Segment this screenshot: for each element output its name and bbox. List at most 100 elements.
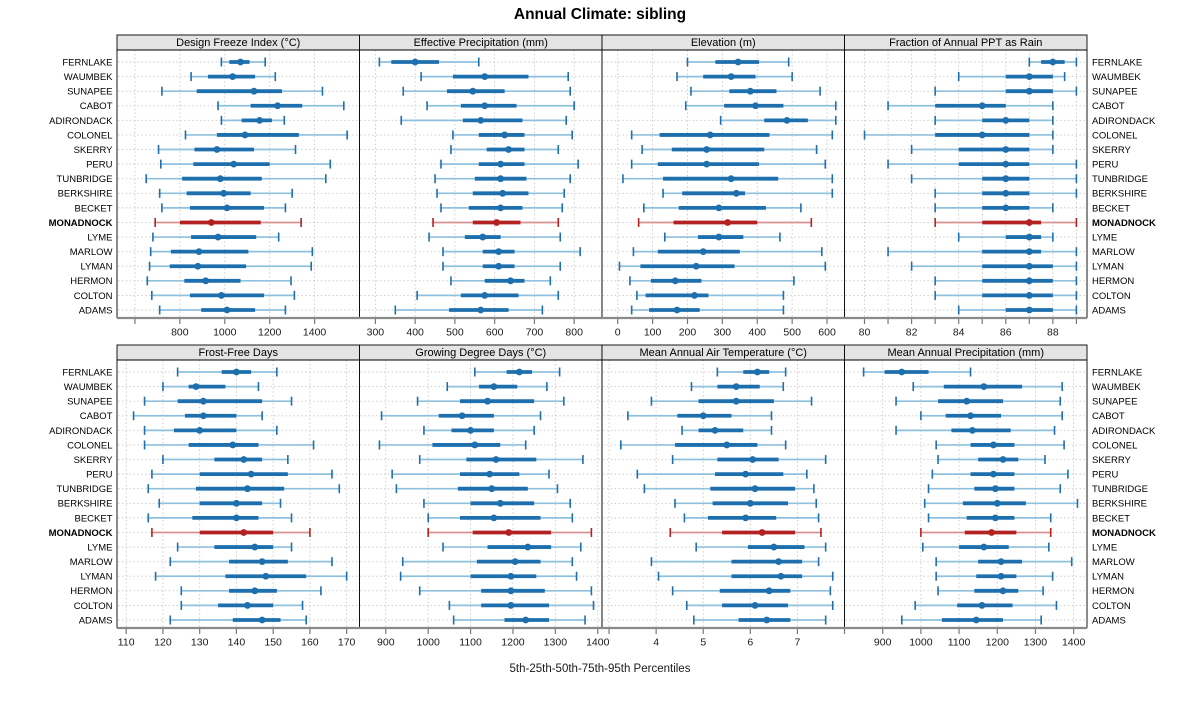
row-label-left: HERMON bbox=[70, 586, 112, 597]
axis-tick-label: 1100 bbox=[459, 637, 482, 649]
median-dot bbox=[505, 146, 512, 153]
median-dot bbox=[732, 397, 740, 405]
row-label-right: FERNLAKE bbox=[1092, 57, 1142, 68]
median-dot bbox=[732, 189, 740, 197]
row-label-left: SKERRY bbox=[74, 455, 114, 466]
row-label-right: WAUMBEK bbox=[1092, 382, 1141, 393]
row-label-right: BECKET bbox=[1092, 203, 1130, 214]
median-dot bbox=[471, 441, 479, 449]
row-label-right: LYMAN bbox=[1092, 572, 1124, 583]
median-dot bbox=[703, 160, 711, 168]
median-dot bbox=[207, 219, 215, 226]
axis-tick-label: 80 bbox=[859, 327, 871, 339]
median-dot bbox=[244, 485, 251, 493]
row-label-right: ADAMS bbox=[1092, 615, 1126, 626]
median-dot bbox=[715, 204, 723, 212]
median-dot bbox=[732, 383, 740, 390]
median-dot bbox=[1002, 160, 1010, 168]
row-label-left: ADAMS bbox=[79, 615, 113, 626]
row-label-right: SKERRY bbox=[1092, 455, 1132, 466]
axis-tick-label: 700 bbox=[526, 327, 544, 339]
axis-tick-label: 400 bbox=[406, 327, 424, 339]
median-dot bbox=[458, 412, 466, 420]
median-dot bbox=[213, 146, 221, 153]
panel-bg bbox=[844, 50, 1087, 318]
median-dot bbox=[980, 383, 988, 390]
row-label-right: COLONEL bbox=[1092, 130, 1137, 141]
median-dot bbox=[507, 602, 515, 609]
median-dot bbox=[223, 204, 231, 212]
row-label-right: TUNBRIDGE bbox=[1092, 484, 1148, 495]
panel-bg bbox=[359, 360, 602, 628]
median-dot bbox=[980, 543, 988, 551]
axis-tick-label: 1400 bbox=[303, 327, 327, 339]
median-dot bbox=[969, 426, 976, 434]
row-label-right: MONADNOCK bbox=[1092, 218, 1156, 229]
median-dot bbox=[746, 87, 754, 95]
row-label-right: ADIRONDACK bbox=[1092, 426, 1156, 437]
median-dot bbox=[499, 189, 507, 197]
row-label-right: TUNBRIDGE bbox=[1092, 174, 1148, 185]
median-dot bbox=[250, 87, 258, 95]
median-dot bbox=[214, 233, 222, 241]
median-dot bbox=[199, 412, 207, 420]
axis-tick-label: 600 bbox=[818, 327, 836, 339]
median-dot bbox=[256, 116, 263, 124]
panel-strip-title: Mean Annual Precipitation (mm) bbox=[887, 347, 1044, 359]
row-label-left: LYMAN bbox=[80, 262, 112, 273]
axis-tick-label: 1200 bbox=[258, 327, 282, 339]
median-dot bbox=[765, 587, 773, 595]
median-dot bbox=[751, 602, 759, 609]
median-dot bbox=[481, 73, 489, 80]
row-label-left: WAUMBEK bbox=[64, 72, 113, 83]
row-label-left: ADIRONDACK bbox=[49, 426, 113, 437]
median-dot bbox=[507, 572, 515, 580]
median-dot bbox=[758, 529, 766, 536]
panel-bg bbox=[602, 50, 845, 318]
median-dot bbox=[990, 441, 997, 449]
row-label-right: MONADNOCK bbox=[1092, 528, 1156, 539]
axis-tick-label: 1200 bbox=[501, 637, 525, 649]
row-label-right: BERKSHIRE bbox=[1092, 499, 1147, 510]
panel-bg bbox=[117, 360, 360, 628]
panel-bg bbox=[602, 360, 845, 628]
axis-tick-label: 120 bbox=[154, 637, 172, 649]
median-dot bbox=[1025, 292, 1033, 299]
median-dot bbox=[233, 368, 240, 376]
median-dot bbox=[777, 572, 785, 580]
median-dot bbox=[247, 470, 255, 478]
row-label-right: CABOT bbox=[1092, 101, 1125, 112]
median-dot bbox=[469, 87, 477, 95]
median-dot bbox=[749, 456, 757, 463]
row-label-right: MARLOW bbox=[1092, 557, 1135, 568]
panel-strip-title: Design Freeze Index (°C) bbox=[176, 37, 300, 49]
median-dot bbox=[1025, 219, 1033, 226]
median-dot bbox=[1025, 248, 1033, 256]
median-dot bbox=[511, 558, 519, 566]
percentiles-caption: 5th-25th-50th-75th-95th Percentiles bbox=[509, 663, 691, 675]
axis-tick-label: 1400 bbox=[1062, 637, 1086, 649]
median-dot bbox=[241, 131, 249, 139]
row-label-left: SKERRY bbox=[74, 145, 114, 156]
row-label-left: WAUMBEK bbox=[64, 382, 113, 393]
median-dot bbox=[411, 58, 419, 66]
median-dot bbox=[963, 397, 971, 405]
row-label-left: MARLOW bbox=[70, 247, 113, 258]
panel-strip-title: Effective Precipitation (mm) bbox=[414, 37, 548, 49]
axis-tick-label: 1000 bbox=[213, 327, 237, 339]
axis-tick-label: 500 bbox=[446, 327, 464, 339]
median-dot bbox=[262, 572, 270, 580]
row-label-right: HERMON bbox=[1092, 586, 1134, 597]
row-label-right: WAUMBEK bbox=[1092, 72, 1141, 83]
row-label-right: SUNAPEE bbox=[1092, 397, 1137, 408]
median-dot bbox=[734, 58, 742, 66]
row-label-left: PERU bbox=[86, 470, 113, 481]
row-label-right: PERU bbox=[1092, 470, 1119, 481]
row-label-right: SUNAPEE bbox=[1092, 87, 1137, 98]
axis-tick-label: 130 bbox=[191, 637, 209, 649]
median-dot bbox=[671, 277, 679, 285]
row-label-left: BERKSHIRE bbox=[58, 189, 113, 200]
median-dot bbox=[706, 131, 714, 139]
axis-tick-label: 200 bbox=[679, 327, 697, 339]
median-dot bbox=[742, 514, 750, 522]
